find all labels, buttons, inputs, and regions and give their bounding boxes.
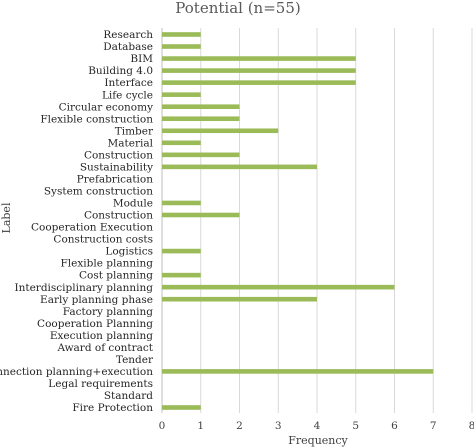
category-label: Standard: [104, 390, 153, 402]
category-label: Database: [103, 41, 153, 53]
x-tick-labels: 0 1 2 3 4 5 6 7 8: [159, 420, 474, 432]
category-label: Tender: [116, 354, 154, 366]
category-label: BIM: [130, 53, 153, 65]
x-tick-label: 8: [469, 420, 474, 432]
bar: [162, 68, 356, 73]
category-label: Building 4.0: [88, 65, 153, 77]
bar: [162, 405, 201, 410]
category-label: Cost planning: [79, 270, 153, 282]
bar: [162, 200, 201, 206]
bars: [162, 32, 434, 410]
bar: [162, 369, 434, 374]
bar: [162, 56, 356, 61]
bar: [162, 152, 240, 158]
category-label: Legal requirements: [48, 378, 153, 390]
bar: [162, 164, 317, 170]
bar: [162, 104, 240, 109]
category-label: Flexible construction: [40, 113, 153, 125]
category-label: Life cycle: [102, 89, 153, 101]
category-label: Material: [108, 137, 154, 149]
grid-lines: [161, 28, 473, 413]
category-label: Flexible planning: [61, 258, 154, 270]
x-tick-label: 0: [159, 420, 166, 432]
bar: [162, 128, 279, 134]
category-label: Construction: [84, 210, 153, 222]
category-label: Execution planning: [50, 330, 153, 342]
category-label: Cooperation Planning: [37, 318, 153, 330]
category-label: Logistics: [105, 246, 153, 258]
category-label: Research: [103, 29, 153, 41]
category-label: System construction: [44, 186, 153, 198]
bar: [162, 80, 356, 85]
x-tick-label: 3: [275, 420, 282, 432]
category-label: Construction costs: [53, 234, 153, 246]
category-label: Fire Protection: [72, 402, 153, 414]
category-label: Early planning phase: [40, 294, 153, 306]
category-label: Circular economy: [59, 101, 153, 113]
category-label: Interface: [104, 77, 153, 89]
x-tick-label: 7: [430, 420, 437, 432]
bar: [162, 296, 317, 302]
bar: [162, 116, 240, 122]
bar: [162, 44, 201, 49]
category-label: Construction: [84, 149, 153, 161]
category-label: Factory planning: [63, 306, 154, 318]
x-tick-label: 6: [391, 420, 398, 432]
y-axis-title: Label: [0, 202, 13, 233]
x-tick-label: 5: [352, 420, 359, 432]
category-label: Prefabrication: [77, 173, 154, 185]
category-label: Interdisciplinary planning: [14, 282, 153, 294]
x-tick-label: 4: [314, 420, 321, 432]
bar: [162, 248, 201, 254]
x-axis-title: Frequency: [288, 434, 348, 447]
bar: [162, 272, 201, 278]
x-tick-label: 1: [197, 420, 204, 432]
category-label: Sustainability: [80, 161, 153, 173]
bar: [162, 284, 395, 290]
category-label: Award of contract: [56, 342, 153, 354]
category-label: Module: [113, 198, 153, 210]
x-tick-label: 2: [236, 420, 243, 432]
category-label: Timber: [115, 125, 154, 137]
bar: [162, 140, 201, 146]
bar: [162, 32, 201, 37]
bar: [162, 92, 201, 97]
chart-title: Potential (n=55): [175, 0, 300, 17]
bar: [162, 212, 240, 218]
category-label: Cooperation Execution: [31, 222, 153, 234]
category-label: Connection planning+execution: [0, 366, 153, 378]
